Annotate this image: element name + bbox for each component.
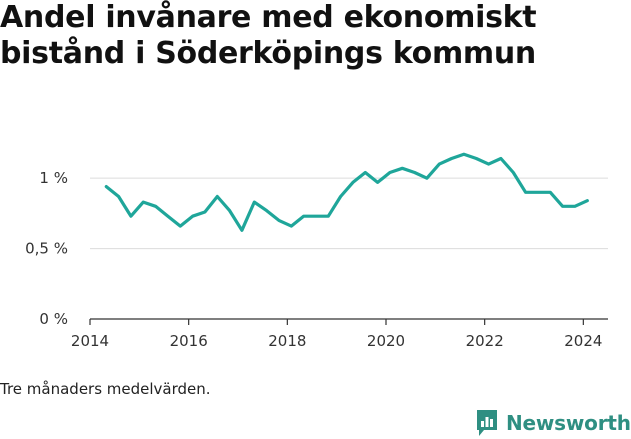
data-point — [290, 224, 293, 228]
data-point — [573, 205, 577, 208]
brand-name: Newsworthy — [506, 411, 631, 435]
data-point — [105, 185, 108, 188]
x-tick-label: 2016 — [170, 332, 208, 350]
data-point — [351, 181, 355, 184]
data-point — [327, 214, 330, 218]
bar-chart-speech-bubble-icon — [477, 410, 497, 436]
data-point — [314, 214, 318, 218]
data-point — [586, 199, 589, 202]
data-point — [302, 214, 305, 218]
data-point — [524, 191, 527, 194]
data-point — [339, 195, 342, 198]
data-point — [191, 214, 194, 218]
data-point — [475, 157, 478, 160]
data-point — [549, 191, 552, 194]
data-point — [154, 205, 157, 208]
data-point — [265, 209, 268, 212]
y-tick-label: 1 % — [39, 169, 68, 187]
data-point — [561, 205, 564, 208]
data-point — [450, 157, 453, 160]
data-point — [117, 195, 120, 198]
data-point — [487, 162, 490, 166]
gridlines — [90, 177, 608, 250]
data-point — [401, 167, 404, 170]
data-point — [499, 157, 503, 160]
y-axis: 0 % 0,5 % 1 % — [25, 169, 68, 328]
data-point — [438, 162, 441, 166]
chart-title: Andel invånare med ekonomiskt bistånd i … — [0, 0, 537, 71]
data-point — [388, 171, 392, 174]
data-point — [277, 219, 281, 222]
x-axis — [89, 318, 608, 325]
data-point — [462, 153, 466, 156]
data-point — [129, 214, 133, 218]
chart-note: Tre månaders medelvärden. — [0, 380, 211, 398]
y-tick-label: 0 % — [39, 310, 68, 328]
x-tick-label: 2018 — [268, 332, 306, 350]
x-tick-label: 2024 — [564, 332, 602, 350]
y-tick-label: 0,5 % — [25, 240, 68, 258]
data-point — [253, 200, 256, 204]
x-tick-label: 2014 — [71, 332, 109, 350]
data-point — [179, 224, 182, 228]
series-line — [104, 152, 589, 232]
data-point — [413, 171, 416, 174]
data-point — [425, 176, 429, 180]
x-tick-label: 2022 — [466, 332, 504, 350]
data-point — [166, 214, 170, 218]
data-point — [203, 210, 207, 214]
data-point — [376, 181, 379, 184]
x-tick-labels: 2014 2016 2018 2020 2022 2024 — [71, 332, 603, 350]
newsworthy-logo[interactable]: Newsworthy — [475, 408, 631, 438]
series-layer — [104, 152, 589, 232]
data-point — [142, 200, 145, 204]
data-point — [536, 191, 540, 194]
x-tick-label: 2020 — [367, 332, 405, 350]
data-point — [512, 171, 515, 174]
data-point — [240, 229, 244, 232]
data-point — [216, 195, 219, 198]
data-point — [364, 171, 367, 174]
data-point — [228, 209, 231, 212]
